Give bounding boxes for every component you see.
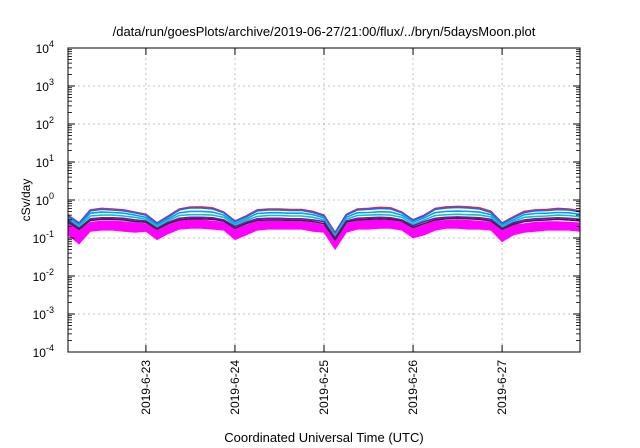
series-layer <box>67 205 581 241</box>
y-tick-label: 10-3 <box>33 305 54 322</box>
y-tick-label: 101 <box>36 153 54 170</box>
x-tick-label: 2019-6-25 <box>317 360 331 415</box>
x-tick-label: 2019-6-24 <box>228 360 242 415</box>
x-tick-label: 2019-6-23 <box>139 360 153 415</box>
series-line <box>67 210 581 236</box>
y-tick-label: 102 <box>36 115 54 132</box>
y-axis-ticks: 10-4 10-3 10-2 10-1 100 101 102 103 104 <box>33 39 580 360</box>
plot-frame <box>67 47 581 353</box>
y-axis-label: cSv/day <box>19 179 33 222</box>
y-tick-label: 10-2 <box>33 267 54 284</box>
series-line <box>67 213 581 238</box>
series-line <box>67 206 581 235</box>
series-line <box>67 216 581 239</box>
y-tick-label: 104 <box>36 39 54 56</box>
chart-title: /data/run/goesPlots/archive/2019-06-27/2… <box>113 24 536 39</box>
y-tick-label: 10-4 <box>33 343 54 360</box>
x-axis-label: Coordinated Universal Time (UTC) <box>224 430 423 445</box>
series-line <box>67 217 581 241</box>
y-tick-label: 10-1 <box>33 229 54 246</box>
grid <box>68 48 580 352</box>
x-tick-label: 2019-6-27 <box>495 360 509 415</box>
x-tick-label: 2019-6-26 <box>406 360 420 415</box>
x-axis-ticks: 2019-6-23 2019-6-24 2019-6-25 2019-6-26 2019… <box>139 48 509 415</box>
y-tick-label: 100 <box>36 191 54 208</box>
y-tick-label: 103 <box>36 77 54 94</box>
